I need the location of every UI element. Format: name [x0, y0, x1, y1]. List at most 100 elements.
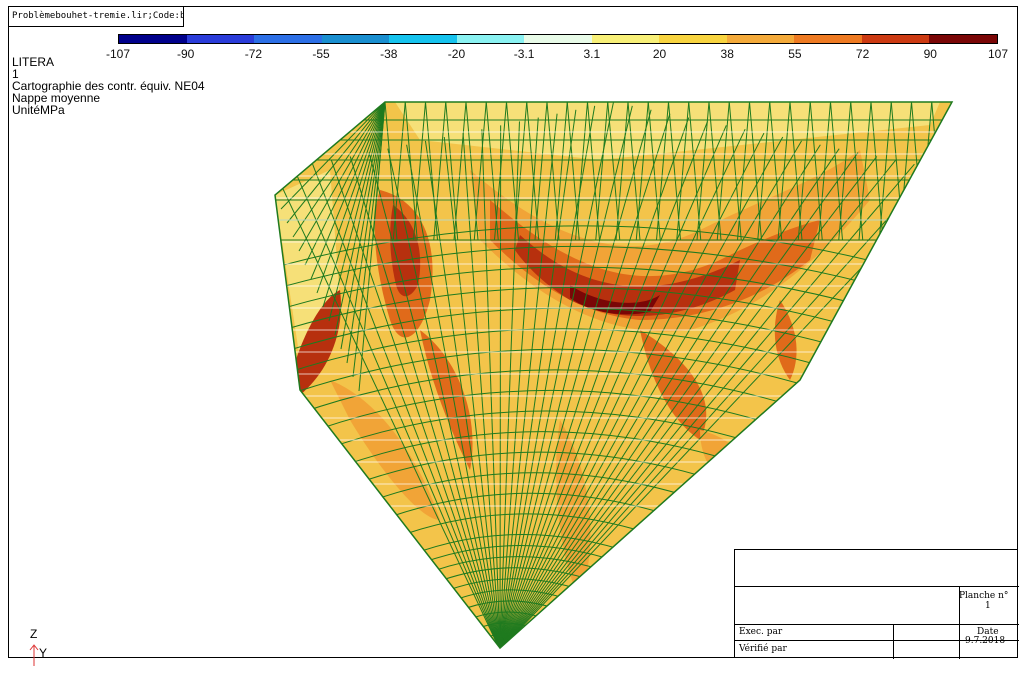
mesh-edge: [656, 102, 669, 241]
planche-value: 1: [985, 601, 991, 611]
mesh-edge: [453, 102, 467, 241]
mesh-edge: [858, 102, 872, 241]
mesh-edge: [293, 167, 501, 648]
mesh-edge: [676, 102, 690, 241]
info-software: LITERA: [12, 55, 55, 69]
mesh-edge: [346, 102, 386, 364]
verifie-label: Vérifié par: [739, 644, 787, 654]
date-label: Date: [977, 627, 999, 637]
mesh-edge: [499, 144, 821, 648]
mesh-edge: [304, 102, 386, 266]
mesh-edge: [499, 136, 784, 648]
legend-swatch-10: [794, 35, 862, 43]
mesh-edge: [499, 113, 671, 648]
mesh-edge: [433, 102, 447, 241]
info-layer: Nappe moyenne: [12, 91, 101, 105]
mesh-edge: [951, 102, 952, 241]
info-case: 1: [12, 67, 19, 81]
mesh-edge: [352, 102, 386, 378]
mesh-edge: [554, 102, 568, 241]
mesh-edge: [797, 102, 811, 241]
mesh-edge: [499, 148, 840, 648]
legend-swatch-6: [524, 35, 592, 43]
date-value: 9.7.2018: [965, 636, 1006, 646]
mesh-edge: [499, 105, 633, 648]
mesh-edge: [777, 102, 791, 241]
mesh-edge: [878, 102, 892, 241]
axis-arrows-icon: [29, 644, 39, 666]
legend-swatch-5: [456, 35, 525, 43]
legend-swatch-8: [659, 35, 727, 43]
y-axis-label: Y: [39, 646, 48, 660]
legend-swatch-1: [186, 35, 255, 43]
legend-swatch-9: [726, 35, 795, 43]
mesh-edge: [499, 125, 502, 648]
legend-tick-label: 20: [652, 47, 667, 61]
mesh-edge: [312, 164, 501, 648]
mesh-edge: [838, 102, 852, 241]
mesh-edge: [737, 102, 750, 241]
mesh-edge: [481, 129, 501, 648]
mid-lower-left: [330, 380, 440, 520]
hot-lower-right: [640, 330, 707, 440]
mesh-edge: [939, 102, 952, 241]
legend-tick-label: -20: [447, 47, 466, 61]
mesh-edge: [322, 102, 386, 308]
mesh-arc: [275, 245, 952, 472]
mesh-edge: [696, 102, 710, 241]
hot-right-edge: [774, 300, 797, 380]
legend-tick-label: 3.1: [583, 47, 601, 61]
mesh-edge: [716, 102, 730, 241]
legend-tick-label: -107: [105, 47, 131, 61]
title-block: Planche n° 1 Exec. par Vérifié par Date …: [734, 549, 1019, 659]
color-legend-bar: [118, 34, 998, 44]
info-unit: UnitéMPa: [12, 103, 65, 117]
legend-tick-label: -90: [177, 47, 195, 61]
mesh-edge: [286, 102, 386, 224]
mesh-edge: [334, 102, 386, 336]
mesh-edge: [575, 102, 588, 241]
mesh-arc: [275, 225, 952, 463]
legend-swatch-11: [861, 35, 930, 43]
mesh-edge: [280, 102, 386, 210]
legend-swatch-3: [321, 35, 390, 43]
mesh-edge: [499, 129, 746, 648]
mesh-edge: [349, 156, 501, 648]
legend-tick-label: -55: [312, 47, 330, 61]
legend-swatch-4: [389, 35, 457, 43]
mesh-edge: [275, 171, 501, 648]
mid-lower-center: [556, 420, 591, 600]
legend-tick-label: 72: [855, 47, 870, 61]
legend-tick-label: 38: [720, 47, 734, 61]
mesh-edge: [328, 102, 386, 322]
mesh-edge: [757, 102, 771, 241]
mesh-edge: [514, 102, 528, 241]
mesh-edge: [462, 133, 501, 648]
legend-swatch-2: [254, 35, 322, 43]
z-axis-label: Z: [30, 627, 38, 641]
mesh-edge: [499, 113, 558, 648]
mesh-edge: [443, 136, 501, 648]
mesh-edge: [499, 121, 708, 648]
mesh-edge: [534, 102, 548, 241]
mesh-edge: [499, 132, 765, 648]
hopper-outline: [274, 101, 954, 650]
legend-tick-label: -38: [380, 47, 398, 61]
mesh-edge: [499, 117, 539, 648]
mesh-edge: [615, 102, 629, 241]
legend-ticks: -107 -90 -72 -55 -38 -20 -3.1 3.1 20 38 55 72 90 107: [0, 47, 1024, 63]
light-top-region: [395, 102, 940, 160]
file-title: Problèmebouhet-tremie.lir;Code:bourgogne…: [8, 6, 184, 27]
legend-swatch-0: [119, 35, 187, 43]
legend-swatch-7: [591, 35, 660, 43]
mesh-edge: [358, 102, 386, 392]
mesh-edge: [387, 148, 501, 648]
plot-info: LITERA 1 Cartographie des contr. équiv. …: [12, 56, 205, 116]
hotter-left-column: [390, 205, 421, 297]
legend-swatch-12: [929, 35, 997, 43]
mesh-edge: [494, 102, 507, 241]
mesh-edge: [818, 102, 831, 241]
legend-tick-label: 90: [923, 47, 937, 61]
mesh-edge: [392, 102, 406, 241]
hot-lower-left: [420, 330, 473, 470]
